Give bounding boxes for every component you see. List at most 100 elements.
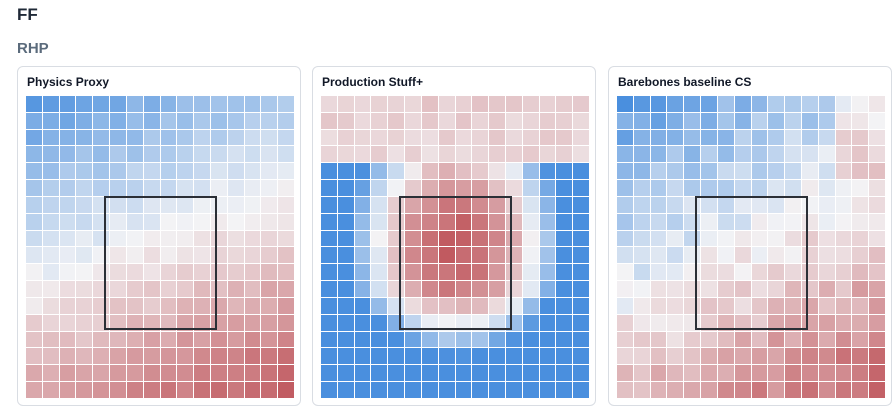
heatmap-cell bbox=[650, 365, 667, 382]
heatmap-cell bbox=[522, 146, 539, 163]
heatmap-cell bbox=[505, 196, 522, 213]
heatmap-cell bbox=[617, 281, 633, 297]
heatmap-cell bbox=[734, 264, 751, 281]
heatmap-cell bbox=[852, 213, 869, 230]
heatmap-cell bbox=[337, 314, 354, 331]
heatmap-cell bbox=[354, 146, 371, 163]
heatmap-cell bbox=[455, 213, 472, 230]
heatmap-cell bbox=[194, 146, 210, 163]
heatmap-cell bbox=[337, 196, 354, 213]
heatmap-cell bbox=[438, 180, 455, 196]
heatmap-cell bbox=[321, 129, 337, 146]
heatmap-card-physics-proxy: Physics Proxy bbox=[17, 66, 301, 406]
heatmap-cell bbox=[701, 365, 717, 382]
heatmap-cell bbox=[110, 297, 126, 314]
heatmap-cell bbox=[818, 348, 835, 365]
heatmap-cell bbox=[321, 365, 337, 382]
heatmap-cell bbox=[194, 348, 210, 365]
heatmap-cell bbox=[556, 163, 573, 180]
heatmap-cell bbox=[573, 213, 589, 230]
heatmap-cell bbox=[573, 348, 589, 365]
heatmap-cell bbox=[227, 348, 244, 365]
heatmap-cell bbox=[388, 129, 405, 146]
heatmap-cell bbox=[539, 247, 556, 264]
heatmap-cell bbox=[337, 213, 354, 230]
heatmap-cell bbox=[371, 112, 388, 129]
heatmap-cell bbox=[472, 163, 489, 180]
heatmap-cell bbox=[261, 163, 278, 180]
heatmap-cell bbox=[489, 196, 505, 213]
heatmap-cell bbox=[26, 365, 42, 382]
heatmap-cell bbox=[539, 129, 556, 146]
heatmap-cell bbox=[93, 281, 110, 297]
heatmap-cell bbox=[42, 146, 59, 163]
heatmap-cell bbox=[667, 264, 684, 281]
heatmap-cell bbox=[76, 365, 93, 382]
heatmap-cell bbox=[701, 213, 717, 230]
heatmap-cell bbox=[617, 348, 633, 365]
heatmap-cell bbox=[717, 163, 734, 180]
heatmap-cell bbox=[42, 314, 59, 331]
heatmap-cell bbox=[650, 213, 667, 230]
heatmap-cell bbox=[633, 230, 650, 247]
heatmap-cell bbox=[633, 112, 650, 129]
heatmap-grid bbox=[26, 96, 294, 398]
heatmap-cell bbox=[194, 331, 210, 348]
heatmap-cell bbox=[210, 264, 227, 281]
heatmap-cell bbox=[278, 365, 294, 382]
heatmap-cell bbox=[869, 314, 885, 331]
heatmap-cell bbox=[768, 297, 785, 314]
heatmap-cell bbox=[354, 230, 371, 247]
heatmap-cell bbox=[717, 264, 734, 281]
heatmap-cell bbox=[852, 331, 869, 348]
heatmap-cell bbox=[126, 96, 143, 112]
heatmap-cell bbox=[76, 96, 93, 112]
heatmap-cell bbox=[539, 314, 556, 331]
heatmap-cell bbox=[42, 180, 59, 196]
heatmap-cell bbox=[227, 96, 244, 112]
heatmap-cell bbox=[835, 112, 852, 129]
heatmap-cell bbox=[785, 365, 801, 382]
heatmap-cell bbox=[633, 196, 650, 213]
heatmap-cell bbox=[667, 314, 684, 331]
heatmap-cell bbox=[194, 281, 210, 297]
heatmap-cell bbox=[573, 146, 589, 163]
heatmap-cell bbox=[261, 213, 278, 230]
heatmap-cell bbox=[321, 96, 337, 112]
heatmap-cell bbox=[684, 331, 701, 348]
heatmap-cell bbox=[371, 331, 388, 348]
heatmap-cell bbox=[539, 281, 556, 297]
heatmap-cell bbox=[244, 331, 261, 348]
heatmap-cell bbox=[93, 129, 110, 146]
heatmap-cell bbox=[472, 382, 489, 398]
heatmap-cell bbox=[489, 163, 505, 180]
heatmap-cell bbox=[126, 146, 143, 163]
heatmap-cell bbox=[110, 314, 126, 331]
heatmap-cell bbox=[388, 297, 405, 314]
heatmap-cell bbox=[522, 230, 539, 247]
heatmap-cell bbox=[650, 230, 667, 247]
heatmap-cell bbox=[421, 348, 438, 365]
heatmap-cell bbox=[818, 129, 835, 146]
heatmap-cell bbox=[835, 180, 852, 196]
heatmap-cell bbox=[852, 129, 869, 146]
heatmap-cell bbox=[768, 382, 785, 398]
heatmap-cell bbox=[505, 297, 522, 314]
heatmap-cell bbox=[734, 213, 751, 230]
heatmap-cell bbox=[126, 196, 143, 213]
heatmap-cell bbox=[717, 297, 734, 314]
heatmap-cell bbox=[489, 264, 505, 281]
heatmap-cell bbox=[210, 196, 227, 213]
heatmap-cell bbox=[59, 129, 76, 146]
heatmap-cell bbox=[126, 382, 143, 398]
heatmap-cell bbox=[421, 96, 438, 112]
heatmap-cell bbox=[405, 382, 421, 398]
heatmap-cell bbox=[210, 146, 227, 163]
heatmap-cell bbox=[438, 163, 455, 180]
heatmap-cell bbox=[785, 129, 801, 146]
heatmap-cell bbox=[261, 331, 278, 348]
heatmap-cell bbox=[852, 163, 869, 180]
heatmap-cell bbox=[801, 213, 818, 230]
heatmap-cell bbox=[472, 112, 489, 129]
heatmap-cell bbox=[93, 365, 110, 382]
